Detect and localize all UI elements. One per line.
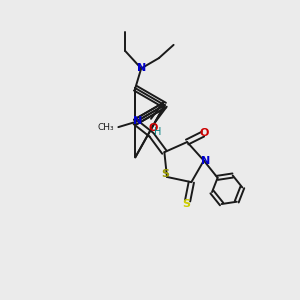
Text: N: N — [133, 116, 142, 126]
Text: H: H — [154, 128, 162, 137]
Text: S: S — [161, 169, 169, 179]
Text: CH₃: CH₃ — [97, 123, 114, 132]
Text: S: S — [182, 200, 190, 209]
Text: O: O — [200, 128, 209, 138]
Text: O: O — [148, 123, 158, 134]
Text: N: N — [136, 63, 146, 74]
Text: N: N — [201, 156, 210, 166]
